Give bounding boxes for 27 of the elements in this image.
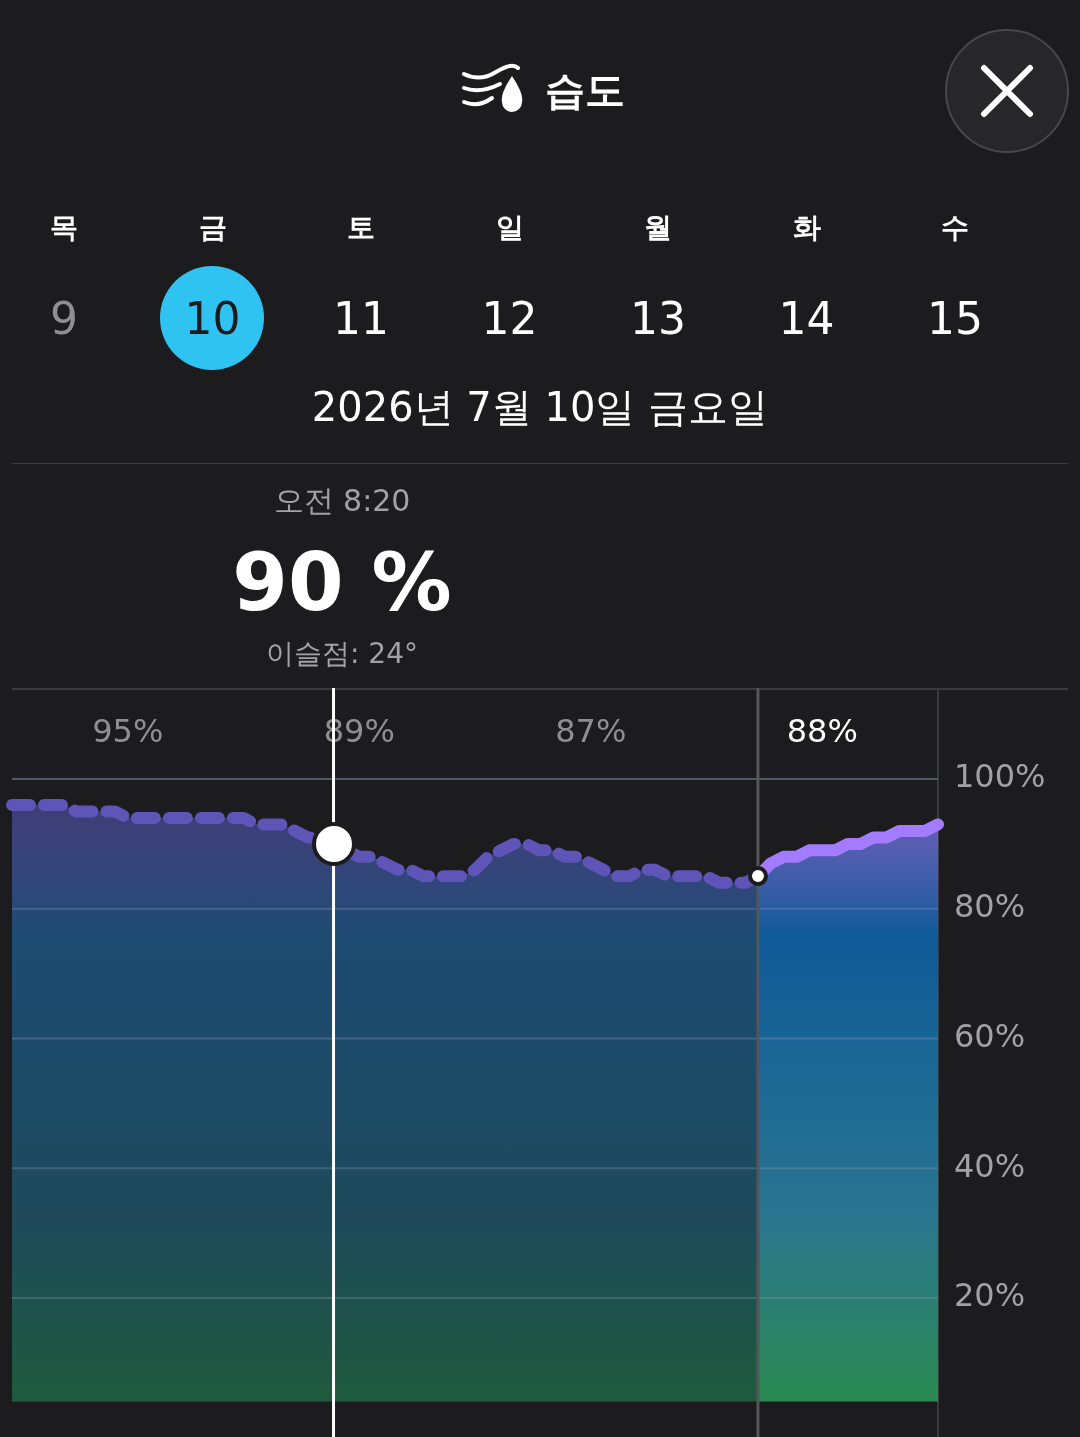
text: 13 xyxy=(630,292,686,344)
text: 목 xyxy=(50,210,78,246)
text: 12 xyxy=(481,292,538,344)
text: 화 xyxy=(792,210,821,246)
text: 15 xyxy=(927,292,983,344)
text: 87% xyxy=(555,711,627,750)
text: 이슬점: 24° xyxy=(266,636,418,672)
text: 10 xyxy=(184,292,241,344)
y-tick-label: 100% xyxy=(954,757,1046,796)
text: 금 xyxy=(198,210,227,246)
text: 일 xyxy=(495,210,524,246)
text: 90 % xyxy=(232,535,452,629)
text: 11 xyxy=(333,292,389,344)
chart-subtitle: 2026년 7월 10일 금요일 xyxy=(311,382,769,432)
y-tick-label: 40% xyxy=(954,1146,1026,1185)
text: 9 xyxy=(50,292,78,344)
text: 88% xyxy=(786,711,858,750)
text: 월 xyxy=(644,210,672,246)
text: 오전 8:20 xyxy=(273,481,411,520)
text: 수 xyxy=(941,210,969,246)
text: 95% xyxy=(92,711,164,750)
chart-title: 습도 xyxy=(545,65,625,115)
y-tick-label: 60% xyxy=(954,1016,1026,1055)
text: 토 xyxy=(347,210,375,246)
y-tick-label: 20% xyxy=(954,1276,1026,1315)
y-tick-label: 80% xyxy=(954,887,1026,926)
text: 14 xyxy=(778,292,835,344)
